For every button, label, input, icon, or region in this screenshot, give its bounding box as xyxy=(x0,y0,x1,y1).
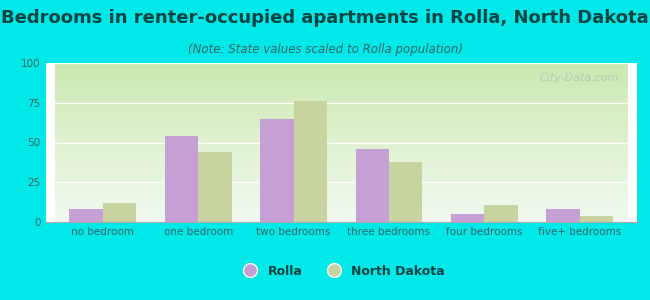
Bar xyxy=(451,214,484,222)
Bar xyxy=(70,209,103,222)
Bar xyxy=(260,118,294,222)
Bar xyxy=(164,136,198,222)
Bar xyxy=(580,216,613,222)
Bar xyxy=(547,209,580,222)
Bar xyxy=(484,205,518,222)
Legend: Rolla, North Dakota: Rolla, North Dakota xyxy=(233,260,450,283)
Bar xyxy=(389,162,422,222)
Bar xyxy=(198,152,231,222)
Text: City-Data.com: City-Data.com xyxy=(540,73,619,82)
Text: (Note: State values scaled to Rolla population): (Note: State values scaled to Rolla popu… xyxy=(187,44,463,56)
Bar xyxy=(103,203,136,222)
Text: Bedrooms in renter-occupied apartments in Rolla, North Dakota: Bedrooms in renter-occupied apartments i… xyxy=(1,9,649,27)
Bar xyxy=(294,101,327,222)
Bar xyxy=(356,149,389,222)
